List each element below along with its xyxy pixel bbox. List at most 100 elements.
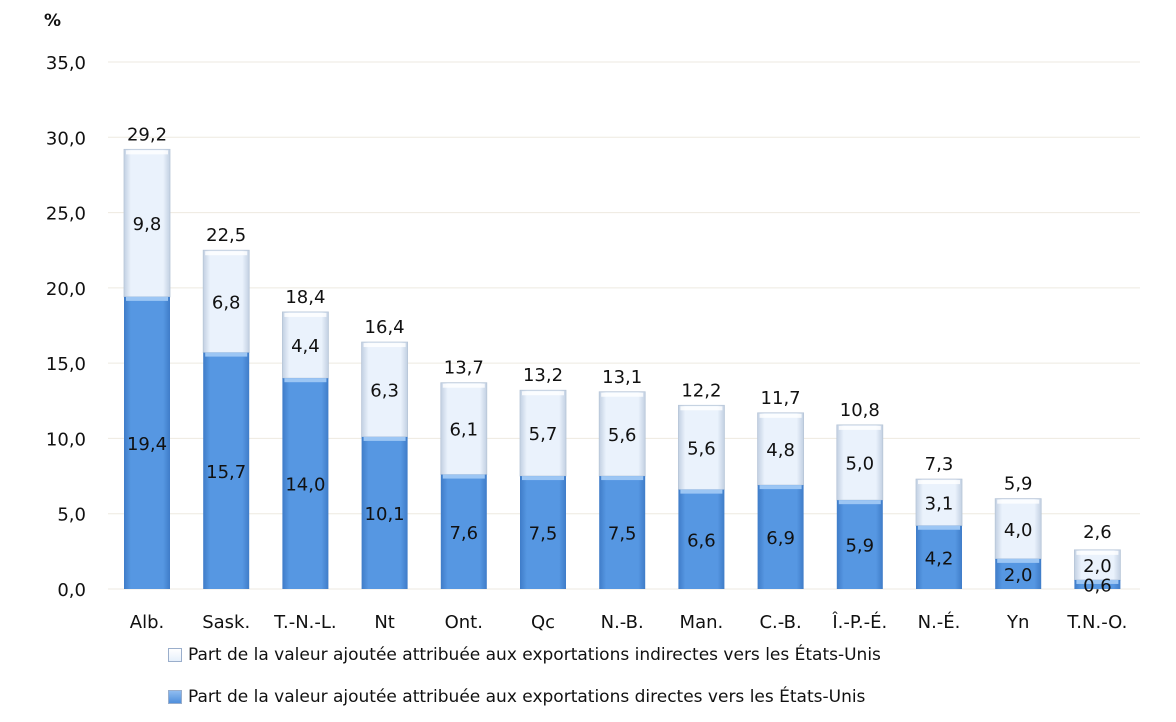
data-label-indirect: 2,0	[1083, 556, 1112, 577]
bar-bevel	[522, 476, 564, 481]
bar-segment-direct	[836, 500, 883, 589]
bar-segment-indirect	[440, 382, 488, 475]
legend-label-indirect: Part de la valeur ajoutée attribuée aux …	[188, 645, 881, 665]
data-label-indirect: 6,3	[370, 380, 399, 401]
x-tick-label: T.N.-O.	[1066, 612, 1127, 633]
bar-segment-indirect	[757, 412, 804, 486]
data-label-indirect: 4,4	[291, 336, 320, 357]
data-label-total: 13,7	[444, 358, 484, 379]
bar-bevel	[363, 436, 406, 441]
data-label-direct: 4,2	[925, 548, 954, 569]
data-label-total: 18,4	[285, 287, 325, 308]
x-tick-label: Qc	[531, 612, 555, 633]
data-label-total: 13,2	[523, 365, 563, 386]
bar-segment-direct	[203, 352, 250, 589]
x-tick-label: Yn	[1006, 612, 1029, 633]
bar-bevel	[442, 474, 485, 479]
x-tick-label: N.-B.	[601, 612, 644, 633]
y-tick-label: 0,0	[57, 580, 86, 601]
data-label-indirect: 5,0	[845, 454, 874, 475]
bar-segment-direct	[995, 558, 1042, 589]
y-tick-label: 25,0	[46, 204, 86, 225]
bar-segment-indirect	[994, 498, 1042, 560]
data-label-indirect: 6,8	[212, 292, 241, 313]
bar-bevel	[997, 558, 1040, 563]
bar-bevel	[759, 485, 802, 490]
data-label-indirect: 6,1	[449, 420, 478, 441]
data-label-direct: 6,6	[687, 530, 716, 551]
legend-item-direct: Part de la valeur ajoutée attribuée aux …	[168, 687, 865, 707]
bar-bevel	[1076, 550, 1119, 555]
y-axis-unit-label: %	[44, 11, 61, 31]
y-tick-label: 30,0	[46, 128, 86, 149]
bar-segment-indirect	[202, 249, 250, 354]
data-label-indirect: 9,8	[133, 214, 162, 235]
data-label-direct: 6,9	[766, 528, 795, 549]
bar-bevel	[838, 500, 881, 505]
data-label-indirect: 4,8	[766, 440, 795, 461]
bar-bevel	[284, 312, 327, 317]
x-tick-label: Ont.	[445, 612, 483, 633]
bar-segment-indirect	[361, 341, 409, 438]
bar-bevel	[522, 391, 564, 396]
y-tick-label: 10,0	[46, 429, 86, 450]
bar-segment-indirect	[281, 311, 329, 379]
bar-segment-direct	[678, 489, 725, 589]
x-tick-label: C.-B.	[759, 612, 801, 633]
bar-bevel	[1076, 579, 1119, 584]
bar-bevel	[126, 150, 168, 155]
y-tick-label: 5,0	[57, 505, 86, 526]
bar-bevel	[918, 480, 960, 485]
bar-bevel	[838, 425, 881, 430]
bar-segment-indirect	[678, 404, 725, 491]
data-label-direct: 19,4	[127, 434, 167, 455]
y-tick-label: 15,0	[46, 354, 86, 375]
bar-bevel	[680, 489, 723, 494]
bar-segment-direct	[1074, 579, 1121, 589]
data-label-total: 2,6	[1083, 522, 1112, 543]
data-label-total: 29,2	[127, 124, 167, 145]
y-tick-label: 35,0	[46, 53, 86, 74]
data-label-direct: 14,0	[285, 475, 325, 496]
data-label-indirect: 4,0	[1004, 520, 1033, 541]
data-label-total: 11,7	[761, 388, 801, 409]
data-label-direct: 0,6	[1083, 575, 1112, 596]
data-label-direct: 7,6	[449, 523, 478, 544]
x-tick-label: Sask.	[202, 612, 250, 633]
bar-segment-direct	[599, 476, 646, 589]
bar-segment-indirect	[519, 389, 567, 477]
data-label-direct: 7,5	[608, 524, 637, 545]
data-label-direct: 10,1	[365, 504, 405, 525]
bar-segment-indirect	[598, 391, 646, 477]
x-tick-label: Alb.	[130, 612, 164, 633]
x-tick-label: T.-N.-L.	[273, 612, 337, 633]
data-label-indirect: 3,1	[925, 493, 954, 514]
bar-bevel	[205, 251, 248, 256]
data-label-direct: 7,5	[529, 524, 558, 545]
legend-label-direct: Part de la valeur ajoutée attribuée aux …	[188, 687, 866, 707]
bar-bevel	[759, 413, 802, 418]
data-label-total: 7,3	[925, 454, 954, 475]
bar-segment-direct	[440, 474, 487, 589]
bar-bevel	[997, 499, 1040, 504]
data-label-direct: 5,9	[845, 536, 874, 557]
bar-bevel	[205, 352, 248, 357]
bar-bevel	[918, 525, 960, 530]
data-label-indirect: 5,7	[529, 424, 558, 445]
x-tick-label: N.-É.	[918, 611, 961, 633]
data-label-total: 5,9	[1004, 474, 1033, 495]
bar-bevel	[601, 476, 644, 481]
bar-segment-indirect	[915, 478, 963, 527]
x-tick-label: Nt	[374, 612, 395, 633]
bar-segment-direct	[282, 378, 329, 589]
x-tick-label: Man.	[680, 612, 724, 633]
data-label-total: 13,1	[602, 367, 642, 388]
data-label-total: 12,2	[681, 380, 721, 401]
bar-segment-direct	[361, 436, 408, 589]
bar-segment-direct	[757, 485, 804, 589]
x-tick-label: Î.-P.-É.	[831, 611, 887, 633]
legend-swatch-indirect	[168, 648, 182, 662]
legend-swatch-direct	[168, 690, 182, 704]
bar-segment-indirect	[1074, 549, 1121, 581]
